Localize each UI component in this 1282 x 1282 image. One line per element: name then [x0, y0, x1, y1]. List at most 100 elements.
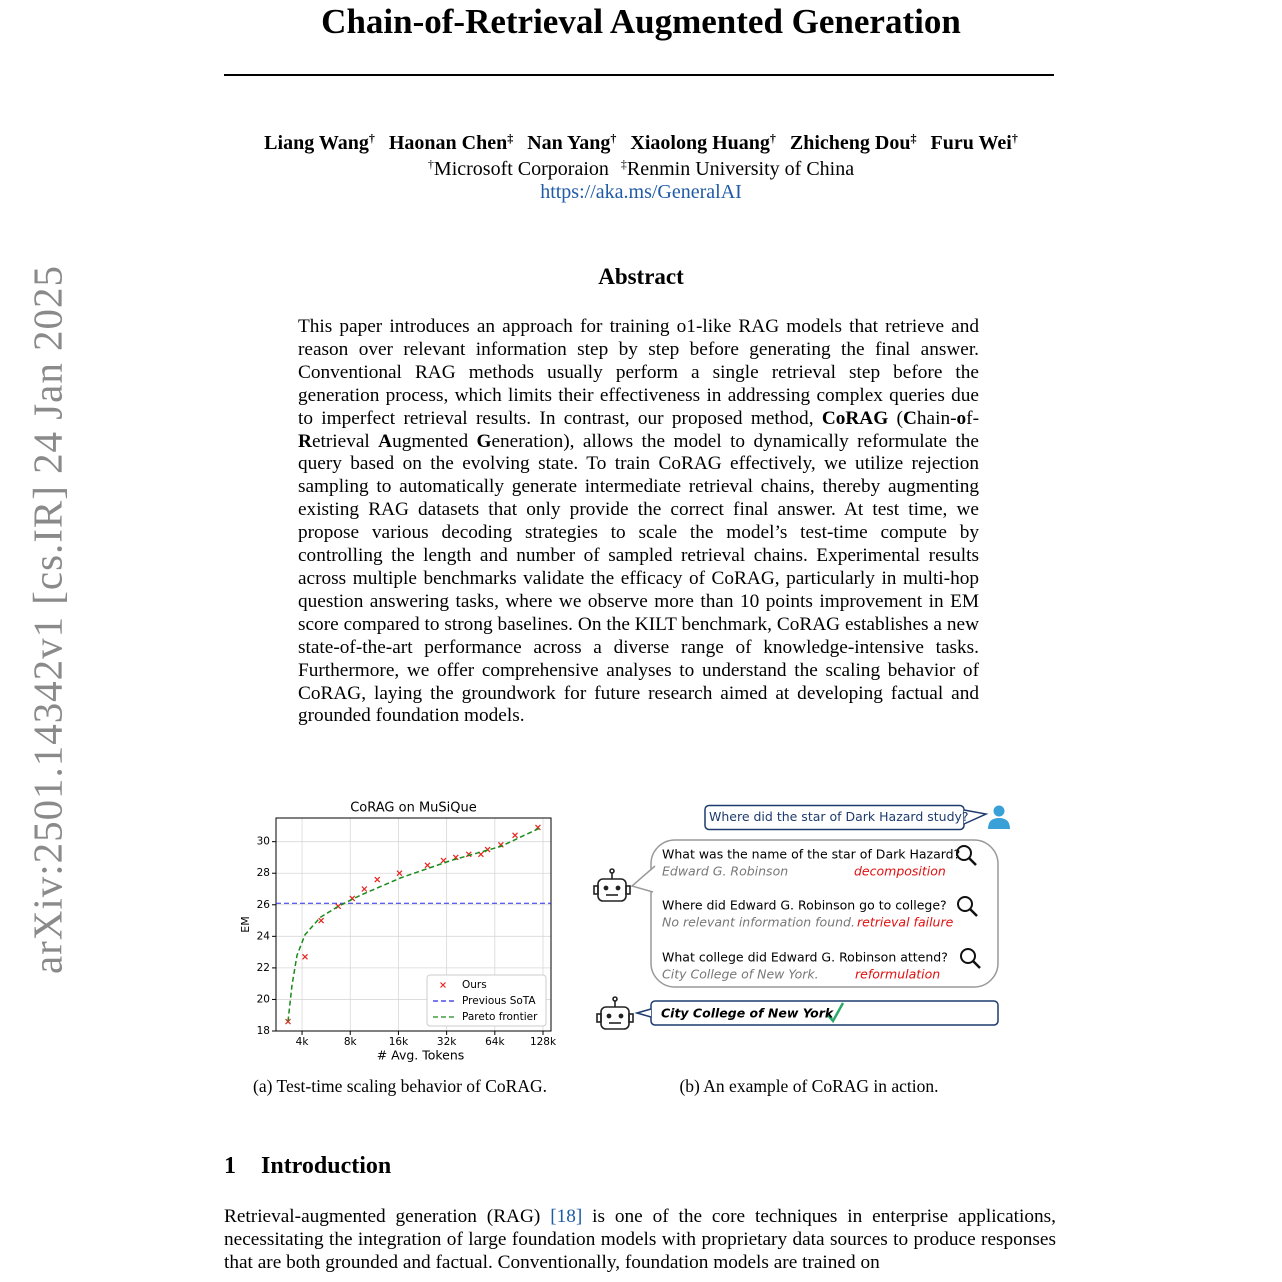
author-mark: ‡ — [910, 131, 917, 145]
search-icon — [957, 896, 973, 912]
data-point — [396, 870, 403, 877]
user-icon — [988, 818, 1010, 829]
y-tick-label: 30 — [257, 836, 270, 848]
author: Furu Wei† — [931, 132, 1018, 154]
author-name: Xiaolong Huang — [630, 132, 770, 154]
x-tick-label: 8k — [344, 1036, 358, 1048]
text-run: G — [476, 430, 492, 452]
question-text: Where did the star of Dark Hazard study? — [709, 809, 969, 824]
affiliations: †Microsoft Corporaion ‡Renmin University … — [0, 158, 1282, 181]
box-tail — [630, 865, 656, 893]
authors: Liang Wang† Haonan Chen‡ Nan Yang† Xiaolong… — [0, 132, 1282, 155]
chart-title: CoRAG on MuSiQue — [350, 801, 477, 816]
affiliation-name: Renmin University of China — [626, 158, 855, 180]
answer-tail — [634, 1008, 652, 1018]
search-icon — [960, 948, 976, 964]
author: Liang Wang† — [264, 132, 375, 154]
author-mark: † — [769, 131, 776, 145]
data-point — [512, 832, 518, 839]
affiliation: ‡Renmin University of China — [621, 158, 854, 180]
text-run: A — [378, 430, 393, 452]
author: Xiaolong Huang† — [630, 132, 775, 154]
text-run: eneration), allows the model to dynamica… — [298, 430, 979, 727]
text-run: This paper introduces an approach for tr… — [298, 316, 979, 429]
text-run: ( — [888, 407, 903, 429]
chart: CoRAG on MuSiQue 18 20 22 24 26 28 30 4k 8k 16k 32k… — [239, 801, 557, 1063]
y-tick-label: 26 — [257, 899, 271, 911]
chain-box — [650, 839, 999, 988]
step-tag: retrieval failure — [857, 915, 954, 930]
sub-query: Where did Edward G. Robinson go to colle… — [662, 898, 947, 913]
legend-label: Ours — [462, 979, 487, 991]
data-point — [465, 851, 472, 858]
author-name: Liang Wang — [264, 132, 369, 154]
y-axis-label: EM — [239, 916, 252, 932]
author: Zhicheng Dou‡ — [790, 132, 917, 154]
search-icon — [972, 960, 981, 969]
robot-icon — [596, 996, 634, 1030]
x-axis-label: # Avg. Tokens — [377, 1048, 465, 1063]
frontier-line — [287, 826, 542, 1022]
y-tick-label: 18 — [257, 1025, 270, 1037]
robot-icon — [593, 868, 631, 902]
diagram: Where did the star of Dark Hazard study?… — [593, 804, 1010, 1030]
title-rule — [224, 74, 1054, 76]
affiliation-mark: ‡ — [620, 157, 627, 171]
abstract-text: This paper introduces an approach for tr… — [298, 316, 979, 728]
author-mark: † — [368, 131, 375, 145]
bubble-tail — [963, 809, 989, 825]
legend-label: Previous SoTA — [462, 995, 536, 1007]
author: Nan Yang† — [527, 132, 616, 154]
search-icon — [956, 845, 972, 861]
author-mark: † — [610, 131, 617, 145]
sub-answer: Edward G. Robinson — [662, 864, 788, 879]
user-icon — [993, 805, 1005, 817]
x-tick-label: 4k — [296, 1036, 310, 1048]
sub-query: What college did Edward G. Robinson atte… — [662, 950, 948, 965]
x-tick-label: 32k — [437, 1036, 457, 1048]
section-number: 1 — [224, 1153, 236, 1179]
final-answer: City College of New York — [661, 1006, 834, 1021]
text-run: CoRAG — [821, 407, 889, 429]
data-point — [318, 917, 325, 924]
y-tick-label: 24 — [257, 930, 271, 942]
intro-text: Retrieval-augmented generation (RAG) [18… — [224, 1205, 1056, 1274]
search-icon — [969, 908, 978, 917]
sub-answer: No relevant information found. — [662, 915, 855, 930]
author-mark: ‡ — [507, 131, 514, 145]
text-run: etrieval — [311, 430, 379, 452]
check-mark — [826, 1002, 845, 1024]
text-run: C — [902, 407, 917, 429]
arxiv-stamp: arXiv:2501.14342v1 [cs.IR] 24 Jan 2025 — [24, 266, 70, 974]
affiliation-name: Microsoft Corporaion — [433, 158, 609, 180]
author-name: Haonan Chen — [388, 132, 508, 154]
text-run: Retrieval-augmented generation (RAG) — [224, 1206, 551, 1227]
figure-caption: (a) Test-time scaling behavior of CoRAG. — [253, 1076, 547, 1096]
text-run: f- — [966, 407, 979, 429]
project-link[interactable]: https://aka.ms/GeneralAI — [540, 181, 742, 203]
affiliation: †Microsoft Corporaion — [428, 158, 609, 180]
y-tick-label: 20 — [257, 993, 270, 1005]
x-tick-label: 64k — [485, 1036, 505, 1048]
author: Haonan Chen‡ — [389, 132, 513, 154]
plot-frame — [275, 817, 552, 1032]
citation[interactable]: [18] — [550, 1206, 583, 1227]
sub-query: What was the name of the star of Dark Ha… — [662, 847, 960, 862]
figure-caption: (b) An example of CoRAG in action. — [679, 1076, 939, 1096]
text-run: is one of the core techniques in enterpr… — [224, 1206, 1056, 1273]
text-run: o — [956, 407, 967, 429]
author-name: Nan Yang — [527, 132, 611, 154]
data-point — [302, 953, 308, 960]
data-point — [374, 876, 381, 883]
section-title: Introduction — [261, 1153, 392, 1179]
step-tag: reformulation — [855, 967, 940, 982]
data-point — [285, 1018, 291, 1025]
search-icon — [968, 857, 977, 866]
legend-label: Pareto frontier — [462, 1011, 538, 1023]
author-mark: † — [1011, 131, 1018, 145]
affiliation-mark: † — [427, 157, 434, 171]
data-point — [424, 862, 431, 869]
step-tag: decomposition — [854, 864, 946, 879]
